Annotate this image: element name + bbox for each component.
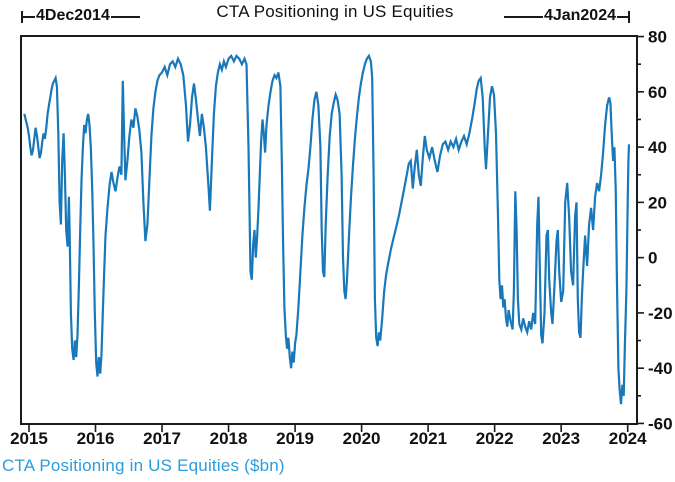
start-bracket-line xyxy=(23,16,35,18)
start-date-label: 4Dec2014 xyxy=(36,7,110,24)
y-axis-tick-label: -60 xyxy=(648,414,673,433)
x-axis-tick-label: 2019 xyxy=(276,429,314,448)
y-axis-tick-label: 60 xyxy=(648,83,667,102)
end-bracket-line xyxy=(504,16,543,18)
x-axis-tick-label: 2020 xyxy=(343,429,381,448)
chart-caption: CTA Positioning in US Equities ($bn) xyxy=(2,456,285,475)
y-axis-tick-label: 40 xyxy=(648,138,667,157)
plot-frame xyxy=(20,35,638,425)
x-axis-tick-label: 2016 xyxy=(77,429,115,448)
y-axis-tick-label: 20 xyxy=(648,193,667,212)
data-line xyxy=(23,53,631,405)
y-axis-tick-label: -20 xyxy=(648,304,673,323)
x-axis-tick-label: 2022 xyxy=(476,429,514,448)
start-bracket-cap xyxy=(21,11,23,23)
x-axis-tick-label: 2018 xyxy=(210,429,248,448)
y-axis-tick-label: 80 xyxy=(648,28,667,47)
chart-title: CTA Positioning in US Equities xyxy=(216,2,454,21)
x-axis-tick-label: 2017 xyxy=(143,429,181,448)
end-bracket-line-tail xyxy=(617,16,628,18)
end-date-annotation: 4Jan2024 xyxy=(504,7,630,26)
start-bracket-line-tail xyxy=(110,16,140,18)
y-axis-tick-label: -40 xyxy=(648,359,673,378)
start-date-annotation: 4Dec2014 xyxy=(21,7,140,26)
y-axis-tick-label: 0 xyxy=(648,249,657,268)
x-axis-tick-label: 2023 xyxy=(542,429,580,448)
x-axis-tick-label: 2015 xyxy=(10,429,48,448)
x-axis-tick-label: 2021 xyxy=(409,429,447,448)
end-date-label: 4Jan2024 xyxy=(543,7,616,24)
end-bracket-cap xyxy=(628,11,630,23)
x-axis-tick-label: 2024 xyxy=(609,429,647,448)
